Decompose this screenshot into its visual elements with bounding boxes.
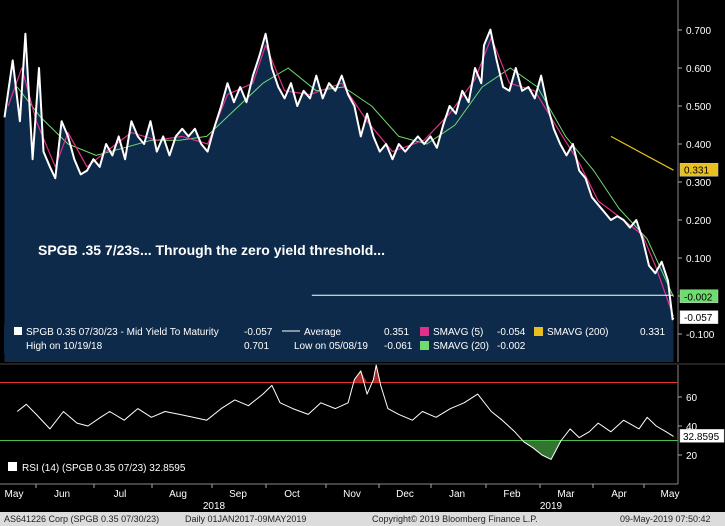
legend-value-price: -0.057: [244, 327, 273, 338]
last-value-label: -0.002: [679, 289, 719, 304]
last-value-label: 0.331: [679, 162, 719, 177]
sma200-line: [610, 135, 674, 171]
price-y-tick-label: 0.200: [686, 216, 711, 227]
legend-swatch-sma200: [534, 327, 543, 336]
legend: SPGB 0.35 07/30/23 - Mid Yield To Maturi…: [4, 324, 665, 354]
x-tick-label: Sep: [229, 489, 247, 500]
rsi-oversold-fill: [523, 440, 562, 460]
footer-range: Daily 01JAN2017-09MAY2019: [185, 514, 307, 524]
rsi-y-tick-label: 20: [686, 451, 698, 462]
sma20-line: [16, 67, 674, 298]
x-tick-label: Mar: [557, 489, 575, 500]
x-tick-label: Aug: [169, 489, 187, 500]
last-value-label-box: [679, 310, 719, 324]
legend-swatch-price: [14, 327, 22, 335]
legend-label-sma20: SMAVG (20): [433, 341, 489, 352]
last-value-label-text: -0.057: [684, 313, 713, 324]
x-tick-label: Nov: [343, 489, 361, 500]
legend-value-sma200: 0.331: [640, 327, 665, 338]
x-tick-label: Oct: [284, 489, 300, 500]
chart-annotation: SPGB .35 7/23s... Through the zero yield…: [38, 242, 385, 258]
x-axis: May Jun Jul Aug Sep Oct Nov Dec Jan Feb Mar Apr May 2…: [0, 483, 680, 512]
legend-label-sma200: SMAVG (200): [547, 327, 609, 338]
last-value-label-box: [679, 289, 719, 304]
bloomberg-chart: 0.7000.6000.5000.4000.3000.2000.1000.000…: [0, 0, 725, 512]
footer-timestamp: 09-May-2019 07:50:42: [620, 514, 711, 524]
price-area-fill: [4, 29, 674, 362]
x-tick-label: Dec: [396, 489, 414, 500]
last-value-label-text: 0.331: [684, 166, 709, 177]
price-panel: 0.7000.6000.5000.4000.3000.2000.1000.000…: [3, 0, 719, 362]
legend-value-low: -0.061: [384, 341, 413, 352]
x-year-label: 2019: [540, 501, 563, 512]
footer-security: AS641226 Corp (SPGB 0.35 07/30/23): [4, 514, 160, 524]
rsi-y-tick-label: 60: [686, 393, 698, 404]
rsi-last-value-box: [679, 429, 725, 443]
rsi-legend-label: RSI (14) (SPGB 0.35 07/23) 32.8595: [22, 463, 186, 474]
footer-bar: AS641226 Corp (SPGB 0.35 07/30/23) Daily…: [0, 512, 725, 526]
legend-label-sma5: SMAVG (5): [433, 327, 483, 338]
x-tick-label: Jul: [114, 489, 127, 500]
price-y-tick-label: 0.700: [686, 26, 711, 37]
legend-label-high: High on 10/19/18: [26, 341, 103, 352]
x-tick-label: Feb: [503, 489, 521, 500]
legend-swatch-sma20: [420, 341, 429, 350]
x-tick-label: May: [661, 489, 680, 500]
rsi-line: [16, 364, 674, 460]
legend-background: [4, 324, 664, 354]
rsi-y-tick-label: 40: [686, 422, 698, 433]
last-value-label-text: -0.002: [684, 292, 713, 303]
legend-swatch-sma5: [420, 327, 429, 336]
rsi-panel: 60 40 20 RSI (14) (SPGB 0.35 07/23) 32.8595…: [0, 363, 725, 484]
price-y-tick-label: 0.600: [686, 64, 711, 75]
x-year-label: 2018: [203, 501, 226, 512]
legend-label-low: Low on 05/08/19: [294, 341, 368, 352]
price-y-tick-label: 0.300: [686, 178, 711, 189]
x-tick-label: Jan: [449, 489, 465, 500]
price-y-tick-label: 0.500: [686, 102, 711, 113]
price-y-tick-label: 0.400: [686, 140, 711, 151]
price-y-tick-label: -0.100: [686, 330, 715, 341]
legend-value-average: 0.351: [384, 327, 409, 338]
last-value-label: -0.057: [679, 310, 719, 324]
legend-value-sma20: -0.002: [497, 341, 526, 352]
price-line: [3, 28, 675, 321]
footer-copyright: Copyright© 2019 Bloomberg Finance L.P.: [372, 514, 538, 524]
rsi-legend-swatch: [8, 462, 17, 471]
legend-label-average: Average: [304, 327, 342, 338]
rsi-last-value-text: 32.8595: [683, 432, 720, 443]
legend-label-price: SPGB 0.35 07/30/23 - Mid Yield To Maturi…: [26, 327, 219, 338]
x-tick-label: Jun: [54, 489, 70, 500]
last-value-label-box: [679, 162, 719, 177]
x-tick-label: May: [5, 489, 24, 500]
x-tick-label: Apr: [611, 489, 627, 500]
legend-value-high: 0.701: [244, 341, 269, 352]
price-y-tick-label: 0.100: [686, 254, 711, 265]
legend-value-sma5: -0.054: [497, 327, 526, 338]
